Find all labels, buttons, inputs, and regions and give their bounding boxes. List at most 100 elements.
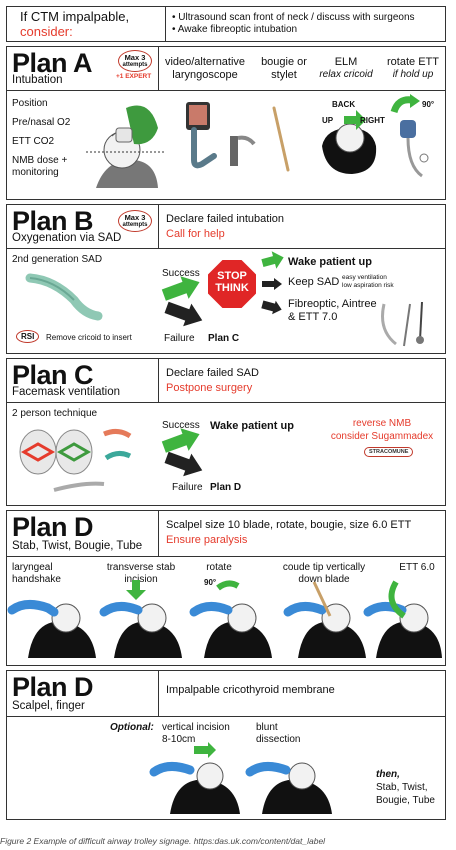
plan-d-stab-instructions: Scalpel size 10 blade, rotate, bougie, s… bbox=[166, 518, 411, 548]
plan-b-call-help: Call for help bbox=[166, 227, 284, 242]
plan-c-declare: Declare failed SAD bbox=[166, 366, 259, 381]
elm-label-back: BACK bbox=[332, 100, 355, 109]
plan-a-option-laryngoscope: video/alternative laryngoscope bbox=[160, 56, 250, 82]
plan-d-scalpel-subtitle: Scalpel, finger bbox=[12, 700, 85, 713]
header-condition: If CTM impalpable, consider: bbox=[20, 10, 129, 40]
then-item: Stab, Twist, bbox=[376, 781, 435, 794]
plan-c-instructions: Declare failed SAD Postpone surgery bbox=[166, 366, 259, 396]
video-laryngoscope-icon bbox=[174, 100, 224, 170]
plan-d-stab-instr: Scalpel size 10 blade, rotate, bougie, s… bbox=[166, 518, 411, 533]
blunt-dissection-frame bbox=[250, 763, 332, 814]
plan-a-expert: +1 EXPERT bbox=[116, 73, 151, 80]
plan-b-device: 2nd generation SAD bbox=[12, 254, 102, 266]
sugammadex-brand-logo: STRACOMUNE bbox=[364, 447, 413, 457]
plan-c-success: Success bbox=[162, 420, 200, 432]
ett-frame bbox=[368, 582, 442, 658]
failure-arrow-icon bbox=[164, 306, 204, 332]
badge-line2: attempts bbox=[122, 222, 147, 228]
plan-b-title: Plan B bbox=[12, 208, 93, 235]
rotate-degrees-label: 90° bbox=[422, 100, 434, 109]
plan-a-steps: Position Pre/nasal O2 ETT CO2 NMB dose +… bbox=[12, 98, 82, 179]
plan-c-reverse: reverse NMB consider Sugammadex bbox=[320, 418, 444, 443]
plan-a-option-rotate: rotate ETT if hold up bbox=[382, 56, 444, 81]
plan-b-instructions: Declare failed intubation Call for help bbox=[166, 212, 284, 242]
coude-frame bbox=[288, 582, 366, 658]
plan-b-keep: Keep SAD bbox=[288, 276, 339, 288]
header-bullets: • Ultrasound scan front of neck / discus… bbox=[172, 12, 415, 36]
option-label: rotate ETT bbox=[382, 56, 444, 69]
plan-c-technique: 2 person technique bbox=[12, 408, 97, 420]
fibre-line: Fibreoptic, Aintree bbox=[288, 298, 377, 311]
plan-b-keep-note: easy ventilation low aspiration risk bbox=[342, 274, 394, 290]
plan-b-vdivider bbox=[158, 204, 159, 248]
elm-label-right: RIGHT bbox=[360, 116, 385, 125]
plan-b-rsi-text: Remove cricoid to insert bbox=[46, 333, 132, 342]
option-sub: if hold up bbox=[382, 69, 444, 81]
plan-c-subtitle: Facemask ventilation bbox=[12, 386, 120, 399]
bougie-icon bbox=[266, 106, 296, 172]
option-label: video/alternative laryngoscope bbox=[165, 56, 245, 81]
then-item: Bougie, Tube bbox=[376, 794, 435, 807]
plan-a-option-elm: ELM relax cricoid bbox=[316, 56, 376, 81]
plan-c-postpone: Postpone surgery bbox=[166, 381, 259, 396]
plan-b-success: Success bbox=[162, 268, 200, 280]
plan-d-stab-illustrations bbox=[8, 578, 444, 664]
fibre-line: & ETT 7.0 bbox=[288, 311, 377, 324]
plan-b-failure: Failure bbox=[164, 333, 195, 345]
stop-word: STOP bbox=[206, 270, 258, 282]
plan-d-stab-title: Plan D bbox=[12, 514, 93, 541]
plan-a-divider bbox=[6, 90, 446, 91]
laryngoscope-blade-icon bbox=[226, 130, 256, 170]
sad-device-icon bbox=[24, 270, 104, 320]
stop-sign-text: STOP THINK bbox=[206, 270, 258, 294]
keep-arrow-icon bbox=[262, 278, 284, 290]
plan-a-vdivider bbox=[158, 46, 159, 90]
plan-a-step: NMB dose + monitoring bbox=[12, 155, 82, 179]
keep-note-line: easy ventilation bbox=[342, 274, 394, 282]
plan-a-attempts-badge: Max 3 attempts bbox=[118, 50, 152, 72]
think-word: THINK bbox=[206, 282, 258, 294]
elm-label-up: UP bbox=[322, 116, 333, 125]
option-sub: relax cricoid bbox=[316, 69, 376, 81]
option-label: bougie or stylet bbox=[261, 56, 307, 81]
plan-a-title: Plan A bbox=[12, 50, 92, 77]
plan-d-rotate-degrees: 90° bbox=[204, 578, 216, 587]
stab-frame bbox=[104, 580, 182, 658]
plan-c-title: Plan C bbox=[12, 362, 93, 389]
plan-d-scalpel-divider bbox=[6, 716, 446, 717]
header-bullet: • Ultrasound scan front of neck / discus… bbox=[172, 12, 415, 24]
then-label: then, bbox=[376, 768, 435, 781]
plan-b-divider bbox=[6, 248, 446, 249]
header-divider bbox=[165, 6, 166, 42]
plan-a-step: ETT CO2 bbox=[12, 136, 82, 148]
badge-line2: attempts bbox=[122, 62, 147, 68]
plan-d-then: then, Stab, Twist, Bougie, Tube bbox=[376, 768, 435, 807]
header-line2: consider: bbox=[20, 25, 129, 40]
plan-b-wake: Wake patient up bbox=[288, 256, 372, 268]
plan-b-declare: Declare failed intubation bbox=[166, 212, 284, 227]
keep-note-line: low aspiration risk bbox=[342, 282, 394, 290]
plan-d-scalpel-title: Plan D bbox=[12, 674, 93, 701]
plan-a-option-bougie: bougie or stylet bbox=[256, 56, 312, 82]
wake-arrow-icon bbox=[262, 254, 286, 270]
failure-arrow-icon bbox=[164, 456, 204, 482]
vertical-incision-frame bbox=[154, 742, 240, 814]
facemask-illustration bbox=[14, 424, 144, 498]
success-arrow-icon bbox=[164, 280, 204, 306]
plan-d-stab-subtitle: Stab, Twist, Bougie, Tube bbox=[12, 540, 142, 553]
plan-a-step: Position bbox=[12, 98, 82, 110]
plan-d-scalpel-vdivider bbox=[158, 670, 159, 716]
plan-d-stab-divider bbox=[6, 556, 446, 557]
reverse-line: consider Sugammadex bbox=[320, 431, 444, 444]
badge-line1: Max 3 bbox=[125, 214, 146, 222]
fibre-arrow-icon bbox=[262, 300, 284, 314]
header-bullet: • Awake fibreoptic intubation bbox=[172, 24, 415, 36]
plan-c-vdivider bbox=[158, 358, 159, 402]
figure-caption: Figure 2 Example of difficult airway tro… bbox=[0, 836, 325, 846]
plan-d-scalpel-instr: Impalpable cricothyroid membrane bbox=[166, 684, 335, 696]
header-line1: If CTM impalpable, bbox=[20, 10, 129, 25]
plan-b-subtitle: Oxygenation via SAD bbox=[12, 232, 121, 245]
plan-a-patient-mask-illustration bbox=[86, 98, 166, 194]
plan-d-step-ett: ETT 6.0 bbox=[392, 562, 442, 574]
plan-d-optional: Optional: bbox=[110, 722, 154, 734]
